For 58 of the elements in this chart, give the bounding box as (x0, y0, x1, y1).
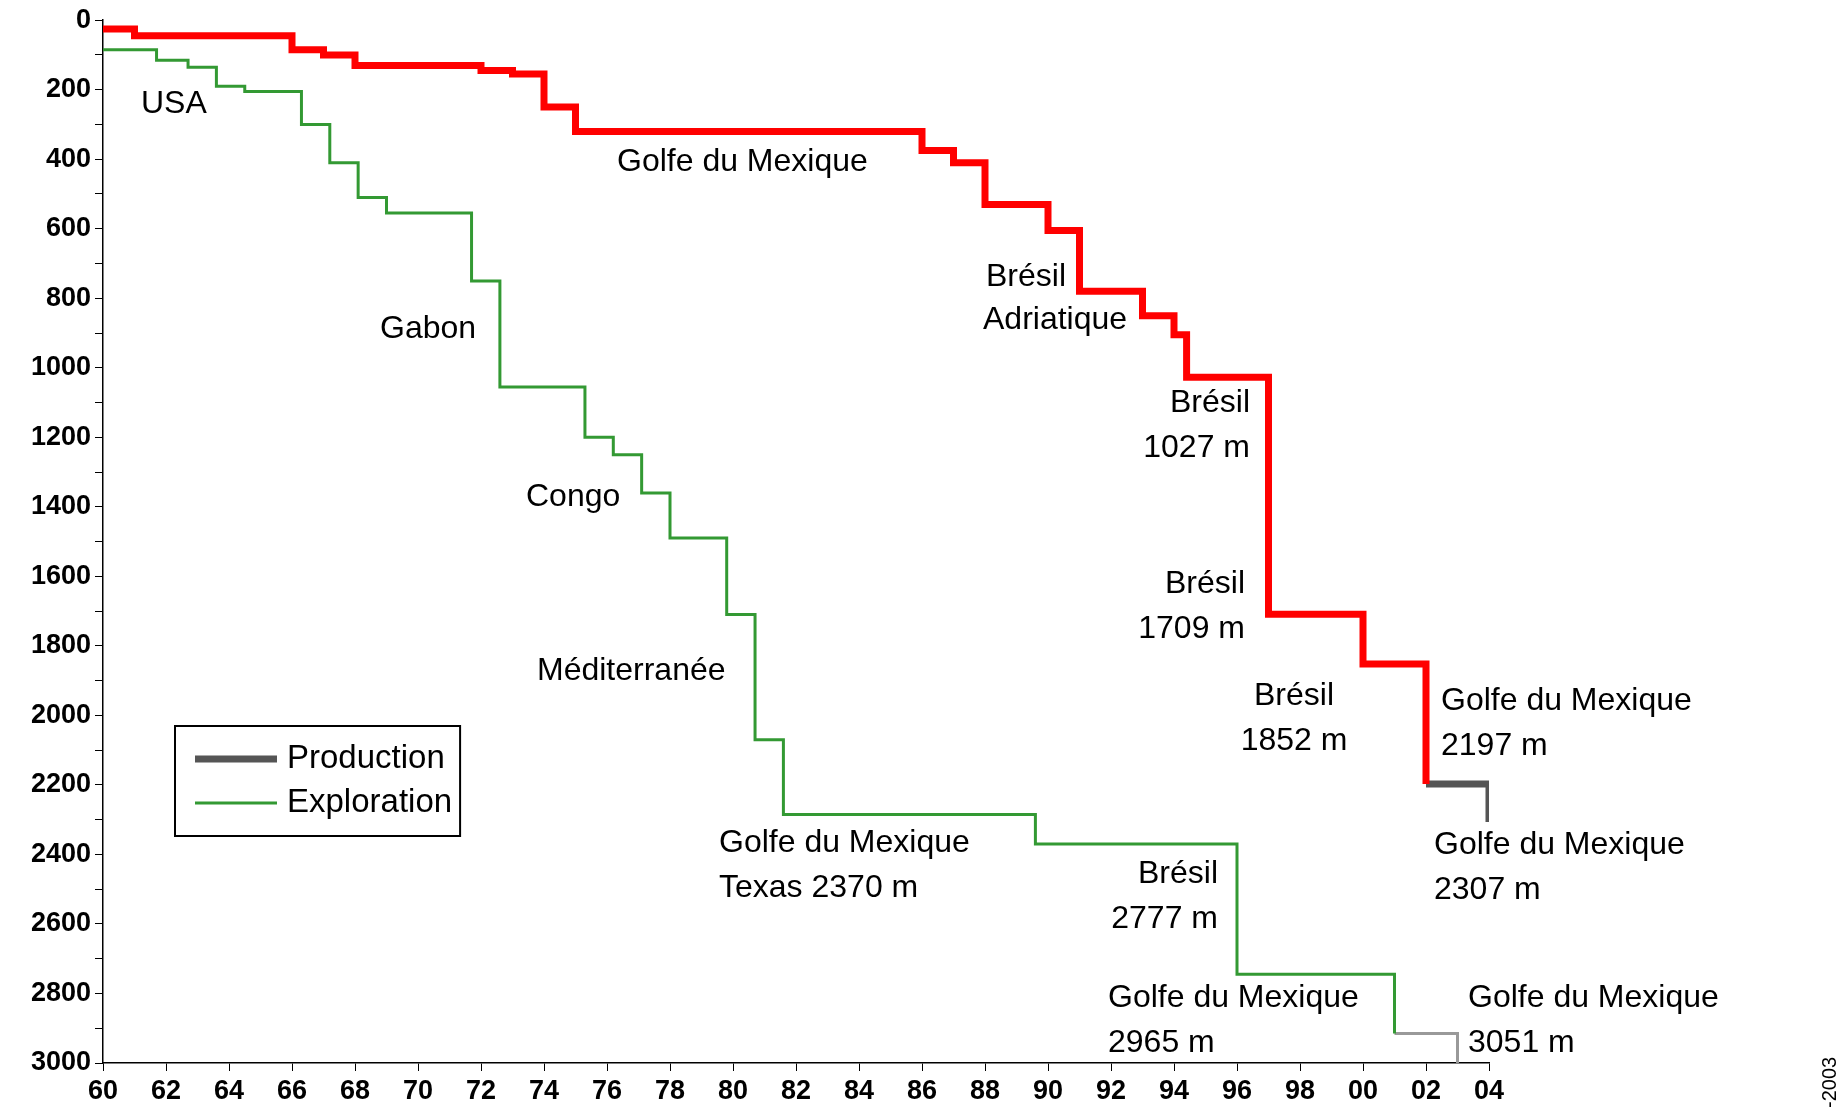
x-tick-label: 68 (339, 1074, 371, 1105)
annotation: Golfe du Mexique 2307 m (1434, 825, 1685, 907)
x-tick-label: 72 (465, 1074, 497, 1105)
x-tick-label: 60 (87, 1074, 119, 1105)
x-tick-label: 98 (1284, 1074, 1316, 1105)
y-tick-label: 1400 (30, 490, 91, 521)
x-tick-label: 78 (654, 1074, 686, 1105)
x-tick-label: 86 (906, 1074, 938, 1105)
annotation: Golfe du Mexique (617, 141, 868, 178)
y-tick-label: 200 (45, 73, 91, 104)
x-tick-label: 64 (213, 1074, 245, 1105)
y-tick-label: 600 (45, 212, 91, 243)
x-tick-label: 04 (1473, 1074, 1505, 1105)
annotation: Golfe du Mexique 3051 m (1468, 978, 1719, 1060)
y-tick-label: 1200 (30, 420, 91, 451)
annotation: Brésil (986, 256, 1067, 293)
annotation: Golfe du Mexique 2197 m (1441, 681, 1692, 763)
x-tick-label: 00 (1347, 1074, 1379, 1105)
y-tick-label: 0 (75, 3, 91, 34)
x-tick-label: 66 (276, 1074, 308, 1105)
x-tick-label: 80 (717, 1074, 749, 1105)
legend-label: Exploration (287, 782, 453, 820)
annotation: Méditerranée (537, 650, 726, 687)
annotation: USA (141, 83, 208, 120)
annotation: Golfe du Mexique Texas 2370 m (719, 823, 970, 905)
x-tick-label: 92 (1095, 1074, 1127, 1105)
annotation: Brésil 1709 m (1138, 564, 1245, 646)
x-tick-label: 02 (1410, 1074, 1442, 1105)
y-tick-label: 1800 (30, 629, 91, 660)
annotation: Brésil 1027 m (1143, 383, 1250, 465)
x-tick-label: 88 (969, 1074, 1001, 1105)
y-tick-label: 2000 (30, 698, 91, 729)
annotation: Brésil 1852 m (1240, 676, 1348, 758)
x-tick-label: 82 (780, 1074, 812, 1105)
x-tick-label: 74 (528, 1074, 560, 1105)
y-tick-label: 2200 (30, 768, 91, 799)
x-tick-label: 90 (1032, 1074, 1064, 1105)
x-tick-label: 70 (402, 1074, 434, 1105)
y-tick-label: 800 (45, 281, 91, 312)
legend-label: Production (287, 738, 445, 776)
annotation: Adriatique (983, 299, 1128, 336)
y-tick-label: 2400 (30, 837, 91, 868)
x-tick-label: 62 (150, 1074, 182, 1105)
y-tick-label: 1000 (30, 351, 91, 382)
annotation: Golfe du Mexique 2965 m (1108, 978, 1359, 1060)
annotation: Brésil 2777 m (1111, 854, 1218, 936)
text: -2003 (1818, 1056, 1841, 1108)
x-tick-label: 76 (591, 1074, 623, 1105)
y-tick-label: 2800 (30, 976, 91, 1007)
y-tick-label: 3000 (30, 1046, 91, 1077)
annotation: Congo (526, 476, 621, 513)
y-tick-label: 400 (45, 142, 91, 173)
annotation: Gabon (380, 308, 477, 345)
x-tick-label: 84 (843, 1074, 875, 1105)
x-tick-label: 96 (1221, 1074, 1253, 1105)
x-tick-label: 94 (1158, 1074, 1190, 1105)
y-tick-label: 2600 (30, 907, 91, 938)
y-tick-label: 1600 (30, 559, 91, 590)
